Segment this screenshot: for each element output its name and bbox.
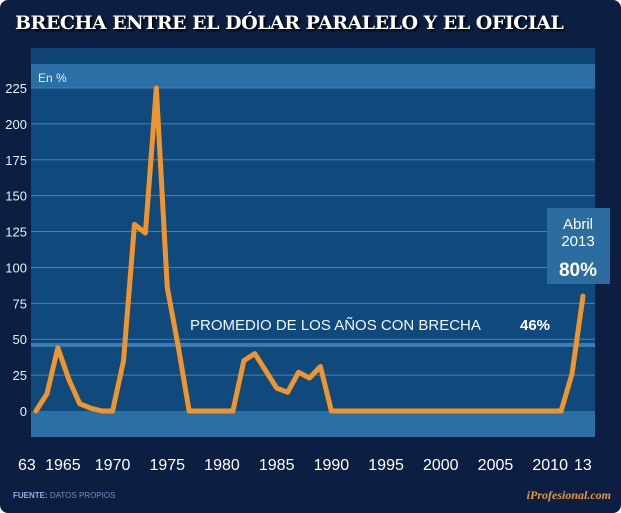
y-tick-label: 200 (5, 117, 27, 132)
x-tick-label: 1995 (368, 457, 404, 474)
source-label: FUENTE: (13, 491, 48, 500)
y-tick-label: 150 (5, 189, 27, 204)
y-tick-label: 50 (13, 332, 27, 347)
x-tick-label: 1985 (259, 457, 295, 474)
baseline-band (31, 411, 595, 437)
y-tick-label: 125 (5, 225, 27, 240)
average-label: PROMEDIO DE LOS AÑOS CON BRECHA (190, 317, 481, 334)
x-tick-label: 1970 (95, 457, 131, 474)
x-tick-label: 1980 (204, 457, 240, 474)
y-tick-label: 100 (5, 260, 27, 275)
average-value: 46% (520, 317, 550, 334)
x-tick-label: 63 (18, 457, 36, 474)
annotation-value: 80% (559, 260, 597, 281)
y-tick-label: 25 (13, 368, 27, 383)
annotation-month: Abril (563, 216, 593, 233)
x-tick-label: 1975 (149, 457, 185, 474)
x-tick-label: 2000 (423, 457, 459, 474)
annotation-year: 2013 (561, 233, 594, 250)
y-tick-label: 0 (20, 404, 27, 419)
source-value: DATOS PROPIOS (49, 491, 116, 500)
chart-title: BRECHA ENTRE EL DÓLAR PARALELO Y EL OFIC… (15, 12, 564, 34)
x-tick-label: 2005 (478, 457, 514, 474)
y-tick-label: 75 (13, 296, 27, 311)
x-tick-label: 1965 (45, 457, 81, 474)
average-line (31, 342, 595, 347)
plot-area (31, 48, 595, 437)
x-tick-label: 2010 (532, 457, 568, 474)
y-tick-label: 225 (5, 81, 27, 96)
x-tick-label: 13 (574, 457, 592, 474)
plot-top-band (31, 48, 595, 64)
annotation-box (547, 208, 610, 284)
y-tick-label: 175 (5, 153, 27, 168)
source-note: FUENTE: DATOS PROPIOS (13, 491, 115, 500)
unit-band (31, 64, 595, 88)
y-axis-unit-label: En % (38, 71, 67, 85)
brand-logo: iProfesional.com (526, 488, 611, 502)
x-tick-label: 1990 (314, 457, 350, 474)
